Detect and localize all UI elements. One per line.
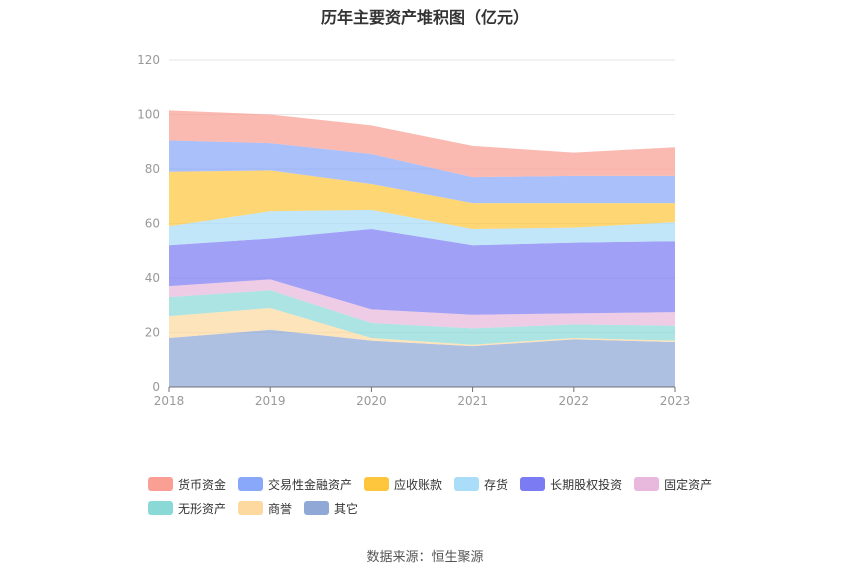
- area-series: [169, 110, 675, 387]
- legend-swatch: [238, 501, 264, 515]
- area-series-6: [169, 170, 675, 229]
- legend-swatch: [634, 477, 660, 491]
- area-series-5: [169, 209, 675, 246]
- chart-legend: 货币资金 交易性金融资产 应收账款 存货 长期股权投资 固定资产无形资产 商誉 其它: [148, 472, 728, 520]
- area-series-8: [169, 110, 675, 178]
- legend-swatch: [454, 477, 480, 491]
- area-series-4: [169, 228, 675, 315]
- legend-label: 交易性金融资产: [268, 477, 353, 492]
- legend-label: 应收账款: [394, 477, 443, 492]
- legend-label: 其它: [334, 501, 359, 516]
- legend-item[interactable]: 存货: [454, 472, 508, 496]
- y-tick-label: 0: [152, 380, 160, 394]
- legend-swatch: [148, 501, 173, 515]
- y-tick-label: 100: [137, 108, 160, 122]
- area-series-7: [169, 140, 675, 204]
- legend-label: 长期股权投资: [550, 477, 623, 492]
- legend-item[interactable]: 货币资金: [148, 472, 226, 496]
- x-tick-label: 2022: [559, 394, 590, 408]
- data-source: 数据来源：恒生聚源: [366, 550, 484, 565]
- y-tick-label: 40: [145, 271, 160, 285]
- area-series-1: [169, 307, 675, 347]
- legend-item[interactable]: 固定资产: [634, 472, 712, 496]
- x-tick-label: 2018: [154, 394, 185, 408]
- legend-swatch: [148, 477, 173, 491]
- y-tick-label: 80: [145, 162, 160, 176]
- legend-label: 固定资产: [664, 477, 713, 492]
- x-tick-label: 2023: [660, 394, 691, 408]
- y-tick-label: 60: [145, 217, 160, 231]
- legend-label: 无形资产: [178, 501, 227, 516]
- legend-item[interactable]: 其它: [304, 496, 358, 520]
- legend-label: 商誉: [268, 501, 293, 516]
- legend-label: 货币资金: [178, 477, 227, 492]
- y-tick-label: 120: [137, 53, 160, 67]
- y-tick-label: 20: [145, 326, 160, 340]
- legend-label: 存货: [484, 477, 509, 492]
- area-series-3: [169, 279, 675, 329]
- chart-title: 历年主要资产堆积图（亿元）: [320, 8, 529, 27]
- stacked-area-chart: 0 20 40 60 80 100 120 2018 2019 2020 2021 2022 2023: [137, 53, 690, 408]
- legend-swatch: [520, 477, 546, 491]
- area-series-2: [169, 290, 675, 345]
- x-tick-label: 2020: [356, 394, 387, 408]
- legend-item[interactable]: 交易性金融资产: [238, 472, 352, 496]
- legend-swatch: [238, 477, 264, 491]
- legend-swatch: [364, 477, 390, 491]
- legend-item[interactable]: 应收账款: [364, 472, 442, 496]
- area-series-0: [169, 329, 675, 387]
- legend-item[interactable]: 无形资产: [148, 496, 226, 520]
- x-tick-label: 2019: [255, 394, 286, 408]
- legend-swatch: [304, 501, 330, 515]
- legend-item[interactable]: 长期股权投资: [520, 472, 622, 496]
- axes: 0 20 40 60 80 100 120 2018 2019 2020 2021 2022 2023: [137, 53, 690, 408]
- legend-item[interactable]: 商誉: [238, 496, 292, 520]
- x-tick-label: 2021: [457, 394, 488, 408]
